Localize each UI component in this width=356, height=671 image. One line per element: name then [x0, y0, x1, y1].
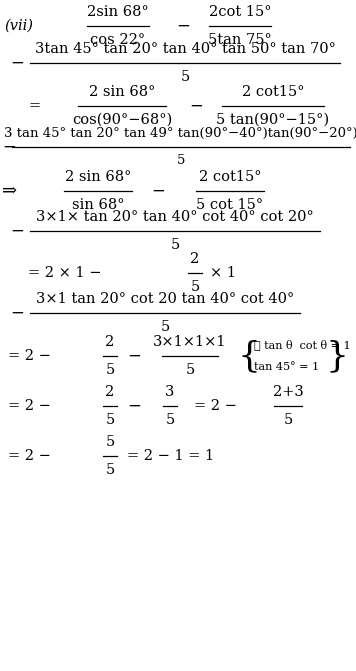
Text: −: − [151, 183, 165, 199]
Text: 5: 5 [105, 463, 115, 477]
Text: (vii): (vii) [4, 19, 33, 33]
Text: 3 tan 45° tan 20° tan 49° tan(90°−40°)tan(90°−20°): 3 tan 45° tan 20° tan 49° tan(90°−40°)ta… [4, 127, 356, 140]
Text: 2sin 68°: 2sin 68° [87, 5, 149, 19]
Text: cos(90°−68°): cos(90°−68°) [72, 113, 172, 127]
Text: −: − [10, 305, 24, 321]
Text: 5 cot 15°: 5 cot 15° [197, 198, 263, 212]
Text: 5: 5 [160, 320, 169, 334]
Text: 5: 5 [190, 280, 200, 294]
Text: 2 sin 68°: 2 sin 68° [89, 85, 155, 99]
Text: 5tan 75°: 5tan 75° [208, 33, 272, 47]
Text: 2: 2 [105, 385, 115, 399]
Text: −: − [189, 97, 203, 115]
Text: 3: 3 [165, 385, 175, 399]
Text: 2: 2 [190, 252, 200, 266]
Text: = 2 −: = 2 − [8, 399, 51, 413]
Text: = 2 × 1 −: = 2 × 1 − [28, 266, 101, 280]
Text: −: − [10, 223, 24, 240]
Text: 2 cot15°: 2 cot15° [242, 85, 304, 99]
Text: 5: 5 [177, 154, 185, 167]
Text: 5: 5 [283, 413, 293, 427]
Text: 5: 5 [105, 435, 115, 449]
Text: 5: 5 [180, 70, 190, 84]
Text: 5: 5 [105, 413, 115, 427]
Text: 5 tan(90°−15°): 5 tan(90°−15°) [216, 113, 330, 127]
Text: −: − [10, 54, 24, 72]
Text: ∵ tan θ  cot θ = 1: ∵ tan θ cot θ = 1 [254, 340, 351, 350]
Text: cos 22°: cos 22° [90, 33, 146, 47]
Text: =: = [28, 99, 40, 113]
Text: 3×1 tan 20° cot 20 tan 40° cot 40°: 3×1 tan 20° cot 20 tan 40° cot 40° [36, 292, 294, 306]
Text: 5: 5 [185, 363, 195, 377]
Text: −: − [127, 348, 141, 364]
Text: −: − [176, 17, 190, 34]
Text: }: } [325, 339, 348, 373]
Text: = 2 −: = 2 − [8, 349, 51, 363]
Text: = 2 −: = 2 − [194, 399, 237, 413]
Text: 2cot 15°: 2cot 15° [209, 5, 271, 19]
Text: 3tan 45° tan 20° tan 40° tan 50° tan 70°: 3tan 45° tan 20° tan 40° tan 50° tan 70° [35, 42, 335, 56]
Text: 2+3: 2+3 [273, 385, 303, 399]
Text: 5: 5 [105, 363, 115, 377]
Text: 2 cot15°: 2 cot15° [199, 170, 261, 184]
Text: 2: 2 [105, 335, 115, 349]
Text: ⇒: ⇒ [2, 182, 17, 200]
Text: 5: 5 [171, 238, 180, 252]
Text: 5: 5 [166, 413, 175, 427]
Text: −: − [127, 397, 141, 415]
Text: = 2 −: = 2 − [8, 449, 51, 463]
Text: 2 sin 68°: 2 sin 68° [65, 170, 131, 184]
Text: = 2 − 1 = 1: = 2 − 1 = 1 [127, 449, 214, 463]
Text: −: − [2, 138, 16, 156]
Text: {: { [238, 339, 261, 373]
Text: 3×1× tan 20° tan 40° cot 40° cot 20°: 3×1× tan 20° tan 40° cot 40° cot 20° [36, 210, 314, 224]
Text: × 1: × 1 [210, 266, 236, 280]
Text: tan 45° = 1: tan 45° = 1 [254, 362, 319, 372]
Text: 3×1×1×1: 3×1×1×1 [153, 335, 227, 349]
Text: sin 68°: sin 68° [72, 198, 124, 212]
